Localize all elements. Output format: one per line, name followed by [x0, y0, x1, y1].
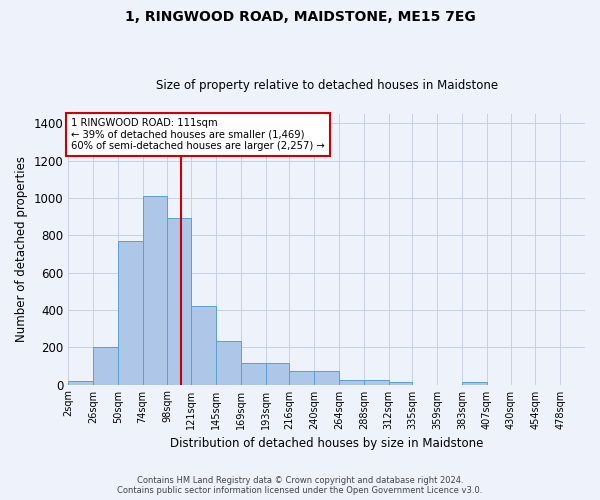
Bar — [118, 241, 143, 384]
Bar — [462, 382, 487, 384]
Bar — [143, 196, 167, 384]
Bar — [364, 380, 389, 384]
Text: 1, RINGWOOD ROAD, MAIDSTONE, ME15 7EG: 1, RINGWOOD ROAD, MAIDSTONE, ME15 7EG — [125, 10, 475, 24]
Bar — [216, 340, 241, 384]
Bar — [289, 370, 314, 384]
Bar — [266, 363, 289, 384]
Bar — [241, 363, 266, 384]
Text: 1 RINGWOOD ROAD: 111sqm
← 39% of detached houses are smaller (1,469)
60% of semi: 1 RINGWOOD ROAD: 111sqm ← 39% of detache… — [71, 118, 325, 151]
Bar — [191, 306, 216, 384]
X-axis label: Distribution of detached houses by size in Maidstone: Distribution of detached houses by size … — [170, 437, 483, 450]
Bar — [68, 381, 93, 384]
Title: Size of property relative to detached houses in Maidstone: Size of property relative to detached ho… — [155, 79, 497, 92]
Y-axis label: Number of detached properties: Number of detached properties — [15, 156, 28, 342]
Bar — [167, 218, 191, 384]
Bar — [389, 382, 412, 384]
Text: Contains HM Land Registry data © Crown copyright and database right 2024.
Contai: Contains HM Land Registry data © Crown c… — [118, 476, 482, 495]
Bar — [314, 370, 339, 384]
Bar — [93, 347, 118, 385]
Bar — [339, 380, 364, 384]
